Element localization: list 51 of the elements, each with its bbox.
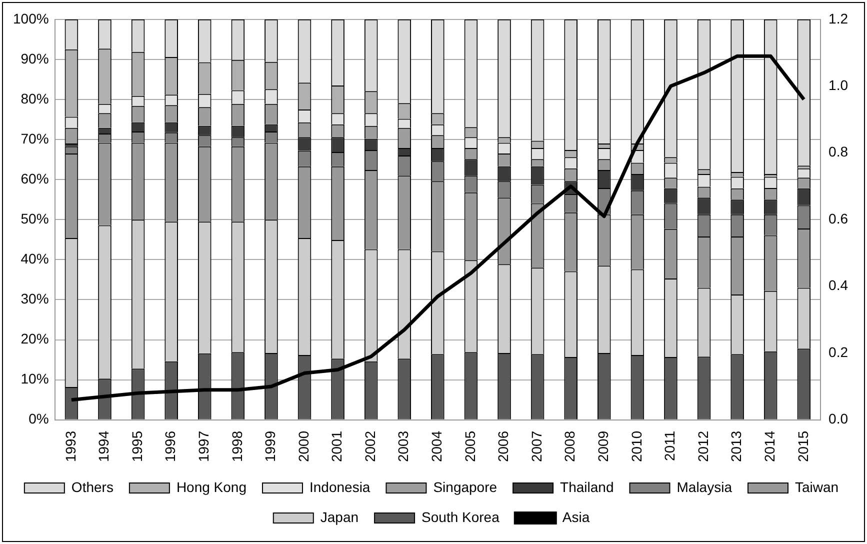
x-tick-label: 2005 [462, 430, 478, 462]
x-tick-label: 1994 [96, 430, 112, 462]
x-tick-label: 2011 [662, 430, 678, 461]
y-tick-label: 100% [12, 10, 49, 26]
y-tick-label: 20% [20, 330, 49, 347]
legend-label: Asia [562, 508, 590, 525]
x-tick-label: 2001 [328, 430, 345, 462]
x-tick-label: 2014 [761, 430, 778, 462]
x-tick-label: 2000 [295, 430, 312, 462]
x-tick-label: 1993 [62, 430, 78, 462]
y2-tick-label: 0.4 [828, 277, 848, 294]
y-tick-label: 10% [20, 370, 49, 387]
x-tick-label: 2012 [694, 430, 711, 462]
y-tick-label: 70% [20, 130, 49, 146]
legend-label: Indonesia [310, 478, 370, 495]
x-tick-label: 2009 [594, 430, 611, 462]
legend-label: Japan [320, 508, 359, 525]
y-tick-label: 0% [28, 410, 49, 427]
x-tick-label: 2010 [628, 430, 644, 462]
legend-label: Others [71, 478, 114, 495]
y-tick-label: 30% [20, 290, 49, 307]
x-tick-label: 1999 [262, 430, 278, 462]
y2-tick-label: 1.0 [828, 77, 848, 93]
legend-label: Malaysia [676, 478, 732, 495]
x-tick-label: 1998 [228, 430, 245, 462]
x-tick-label: 2015 [794, 430, 811, 462]
x-tick-label: 2006 [495, 430, 512, 462]
x-tick-label: 2007 [528, 430, 544, 462]
x-tick-label: 2008 [562, 430, 578, 462]
x-tick-label: 1996 [162, 430, 178, 462]
x-tick-label: 2003 [395, 430, 412, 462]
x-tick-label: 2013 [728, 430, 744, 462]
y-tick-label: 40% [20, 250, 49, 267]
y2-tick-label: 0.8 [828, 144, 848, 160]
legend-label: Taiwan [794, 478, 839, 495]
legend-label: South Korea [422, 508, 500, 525]
legend-label: Thailand [560, 478, 614, 495]
y-tick-label: 90% [20, 50, 49, 66]
x-tick-label: 1995 [128, 430, 145, 462]
y-tick-label: 50% [20, 210, 49, 226]
x-tick-label: 1997 [195, 430, 212, 462]
legend-label: Singapore [433, 478, 498, 495]
legend-label: Hong Kong [176, 478, 247, 495]
x-tick-label: 2002 [362, 430, 378, 462]
y2-tick-label: 0.2 [828, 344, 848, 360]
y2-tick-label: 0.0 [828, 410, 848, 427]
y2-tick-label: 0.6 [828, 210, 848, 226]
y-tick-label: 60% [20, 170, 49, 186]
y2-tick-label: 1.2 [828, 10, 848, 26]
y-tick-label: 80% [20, 90, 49, 106]
x-tick-label: 2004 [428, 430, 445, 462]
